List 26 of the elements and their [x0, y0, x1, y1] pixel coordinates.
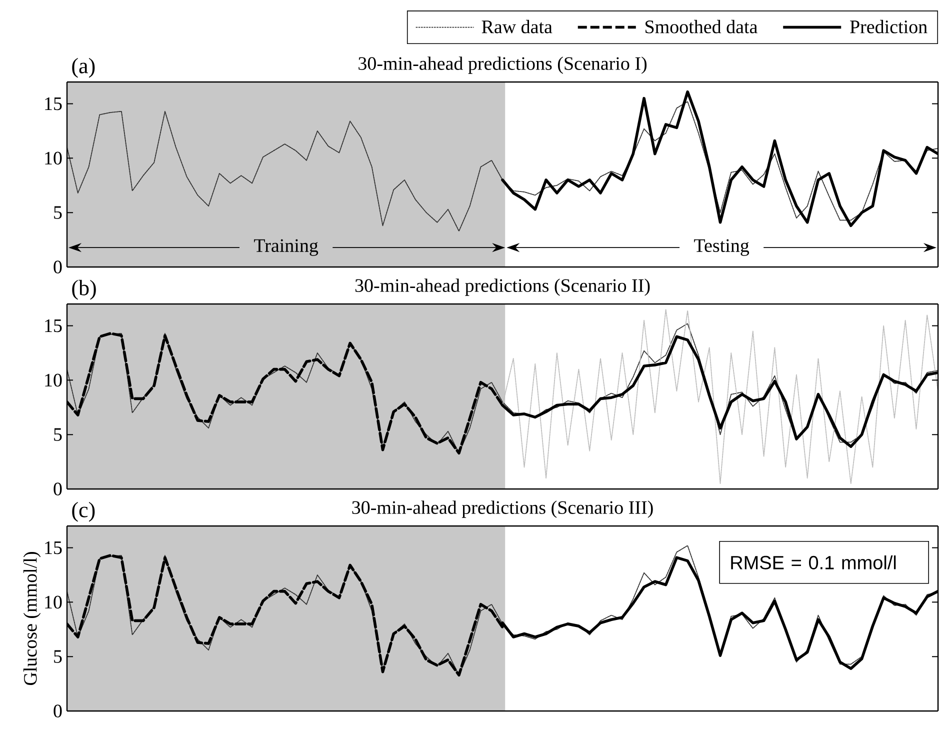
y-tick-label: 15: [45, 97, 62, 110]
y-tick-label: 0: [54, 704, 62, 718]
y-axis-title: Glucose (mmol/l): [23, 552, 41, 686]
y-tick-label: 10: [45, 374, 62, 387]
chart-title: 30-min-ahead predictions (Scenario I): [358, 56, 647, 74]
line-series: [67, 101, 938, 232]
text: (b): [72, 280, 96, 300]
annotation: RMSE = 0.1 mmol/l: [731, 555, 896, 570]
y-tick-label: 10: [45, 596, 62, 609]
text: (c): [72, 502, 95, 522]
chart-title: 30-min-ahead predictions (Scenario II): [355, 278, 650, 296]
y-tick-label: 0: [54, 482, 62, 496]
y-tick-label: 0: [54, 260, 62, 274]
annotation: Training: [254, 239, 318, 256]
y-tick-label: 5: [54, 206, 62, 219]
text: Prediction: [850, 20, 928, 34]
annotation: Testing: [694, 239, 750, 256]
y-tick-label: 10: [45, 152, 62, 165]
chart-title: 30-min-ahead predictions (Scenario III): [352, 500, 653, 518]
y-tick-label: 5: [54, 428, 62, 441]
text: Smoothed data: [646, 20, 758, 34]
legend-label: Raw data: [482, 20, 552, 34]
y-tick-label: 15: [45, 541, 62, 554]
text: (a): [72, 58, 95, 78]
y-tick-label: 15: [45, 319, 62, 332]
y-tick-label: 5: [54, 650, 62, 663]
